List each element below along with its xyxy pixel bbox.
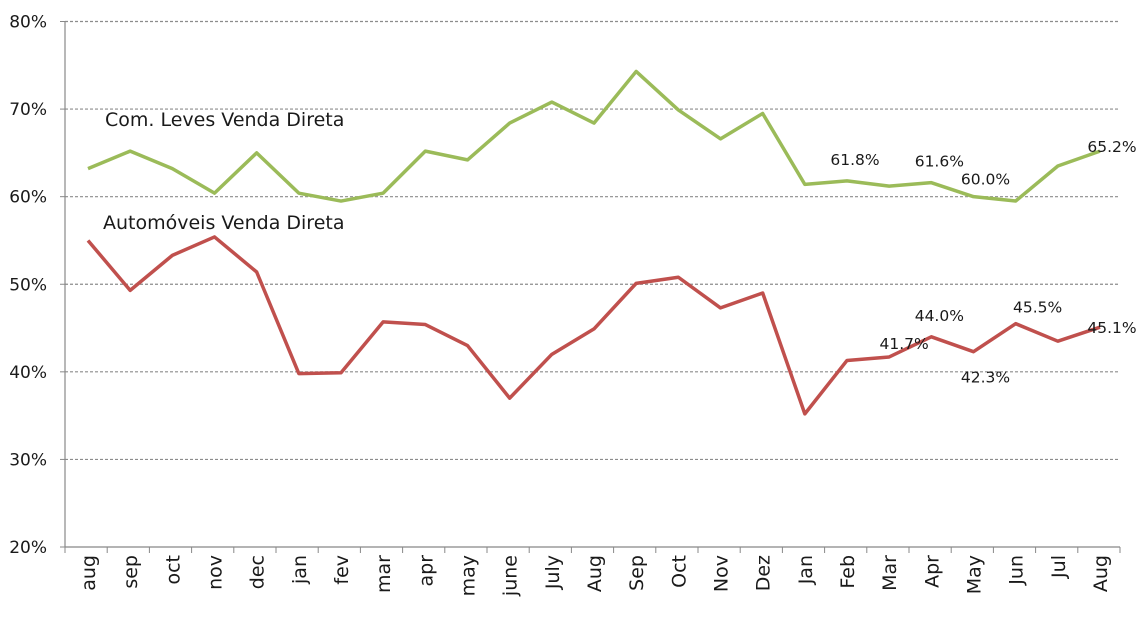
series-line-com-leves bbox=[87, 69, 1101, 203]
data-label: 44.0% bbox=[915, 307, 964, 325]
x-tick-label: may bbox=[458, 555, 480, 596]
series-label-com-leves: Com. Leves Venda Direta bbox=[105, 109, 344, 131]
x-tick-label: dec bbox=[247, 555, 269, 589]
data-label: 61.8% bbox=[830, 151, 879, 169]
data-label: 42.3% bbox=[961, 369, 1010, 387]
y-tick-label: 40% bbox=[9, 363, 47, 383]
x-tick-label: Jul bbox=[1048, 555, 1070, 579]
data-label: 60.0% bbox=[961, 171, 1010, 189]
data-label: 65.2% bbox=[1087, 138, 1136, 156]
series-line-automoveis bbox=[86, 235, 1101, 416]
x-tick-label: Jan bbox=[795, 555, 817, 585]
x-tick-label: Mar bbox=[879, 555, 901, 591]
x-tick-label: oct bbox=[162, 555, 184, 585]
x-tick-label: mar bbox=[373, 555, 395, 593]
x-tick-label: Aug bbox=[1090, 555, 1112, 592]
data-label: 45.5% bbox=[1013, 299, 1062, 317]
x-tick-label: Sep bbox=[626, 555, 648, 591]
x-tick-label: aug bbox=[78, 555, 100, 591]
x-tick-label: june bbox=[500, 555, 522, 597]
y-tick-label: 50% bbox=[9, 275, 47, 295]
y-tick-label: 20% bbox=[9, 538, 47, 558]
series-label-automoveis: Automóveis Venda Direta bbox=[103, 212, 344, 234]
data-label: 45.1% bbox=[1087, 319, 1136, 337]
x-tick-label: apr bbox=[415, 555, 437, 587]
x-tick-label: nov bbox=[205, 555, 227, 590]
y-tick-label: 60% bbox=[9, 188, 47, 208]
x-tick-label: sep bbox=[120, 555, 142, 589]
y-tick-label: 70% bbox=[9, 100, 47, 120]
x-tick-label: Nov bbox=[711, 555, 733, 592]
x-tick-label: July bbox=[542, 555, 564, 590]
x-tick-label: Jun bbox=[1006, 555, 1028, 586]
y-tick-label: 30% bbox=[9, 450, 47, 470]
x-tick-label: fev bbox=[331, 555, 353, 585]
x-tick-label: Oct bbox=[668, 555, 690, 588]
x-tick-label: Aug bbox=[584, 555, 606, 592]
x-tick-label: Apr bbox=[921, 555, 943, 588]
data-label: 61.6% bbox=[915, 153, 964, 171]
x-tick-label: jan bbox=[289, 555, 311, 585]
y-tick-label: 80% bbox=[9, 13, 47, 33]
x-tick-label: Feb bbox=[837, 555, 859, 589]
x-tick-label: Dez bbox=[753, 555, 775, 591]
data-label: 41.7% bbox=[880, 335, 929, 353]
x-tick-label: May bbox=[964, 555, 986, 594]
